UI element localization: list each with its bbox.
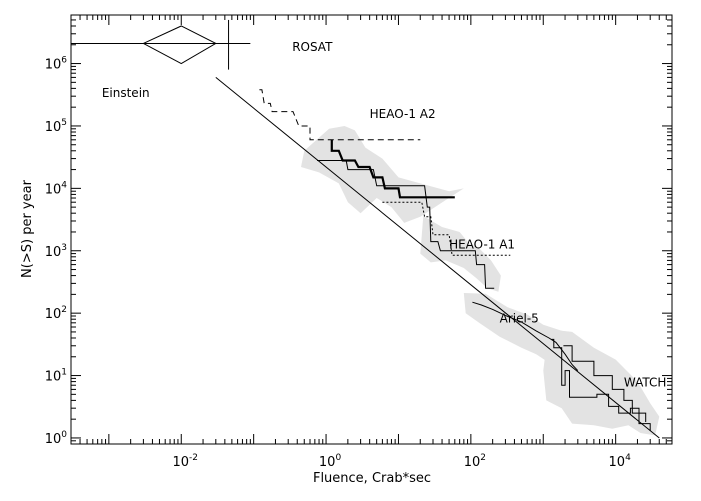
annotation-einstein: Einstein <box>102 86 150 100</box>
shaded-band-0 <box>301 126 464 223</box>
y-tick-label-exp: 0 <box>61 430 67 440</box>
x-tick-label: 104 <box>609 453 632 470</box>
series-5-line <box>472 301 579 371</box>
x-tick-label-exp: 4 <box>625 453 631 463</box>
y-axis-label: N(>S) per year <box>20 179 35 278</box>
shaded-bands <box>301 126 660 436</box>
y-tick-label-exp: 6 <box>61 56 67 66</box>
y-tick-label: 102 <box>45 305 67 322</box>
y-tick-label: 100 <box>45 430 68 447</box>
x-tick-label-base: 10 <box>464 455 481 470</box>
y-tick-label: 105 <box>45 118 67 135</box>
series-4-line <box>382 201 511 256</box>
annotation-watch: WATCH <box>624 376 667 390</box>
y-tick-label-exp: 3 <box>61 243 67 253</box>
x-tick-label: 102 <box>464 453 486 470</box>
x-axis-label: Fluence, Crab*sec <box>313 471 431 486</box>
series-1-line <box>259 89 421 141</box>
series-0-line <box>215 77 660 439</box>
annotation-rosat: ROSAT <box>292 40 333 54</box>
series-2-line <box>330 139 455 199</box>
x-tick-label: 10-2 <box>172 453 198 470</box>
x-tick-label: 100 <box>319 453 342 470</box>
annotation-heao-1-a1: HEAO-1 A1 <box>449 238 515 252</box>
y-tick-label-base: 10 <box>45 432 62 447</box>
y-tick-label: 106 <box>45 56 68 73</box>
series-3-line <box>317 160 495 289</box>
error-bar-markers <box>71 19 251 70</box>
x-tick-label-exp: -2 <box>189 453 198 463</box>
series-7-line <box>563 345 647 422</box>
annotation-ariel-5: Ariel-5 <box>500 312 539 326</box>
data-series <box>215 77 660 439</box>
annotation-heao-1-a2: HEAO-1 A2 <box>370 107 436 121</box>
tick-marks <box>70 14 673 445</box>
y-tick-label-exp: 5 <box>61 118 67 128</box>
y-tick-label-base: 10 <box>45 307 62 322</box>
y-tick-label-base: 10 <box>45 120 62 135</box>
y-tick-label: 101 <box>45 368 67 385</box>
y-tick-label-exp: 4 <box>61 180 67 190</box>
series-6-line <box>551 338 651 431</box>
einstein-marker-diamond <box>142 25 217 65</box>
x-tick-label-exp: 0 <box>335 453 341 463</box>
y-tick-label-exp: 2 <box>61 305 67 315</box>
y-tick-label-exp: 1 <box>61 368 67 378</box>
y-tick-label-base: 10 <box>45 370 62 385</box>
y-tick-label-base: 10 <box>45 58 62 73</box>
annotations: ROSAT Einstein HEAO-1 A2 HEAO-1 A1 Ariel-5 WA… <box>102 40 667 389</box>
y-tick-label-base: 10 <box>45 245 62 260</box>
x-tick-label-exp: 2 <box>480 453 486 463</box>
plot-frame <box>70 14 673 445</box>
x-tick-label-base: 10 <box>609 455 626 470</box>
shaded-band-1 <box>420 216 501 292</box>
y-tick-label-base: 10 <box>45 182 62 197</box>
y-tick-label: 104 <box>45 180 68 197</box>
x-tick-label-base: 10 <box>319 455 336 470</box>
x-tick-label-base: 10 <box>172 455 189 470</box>
y-tick-label: 103 <box>45 243 67 260</box>
